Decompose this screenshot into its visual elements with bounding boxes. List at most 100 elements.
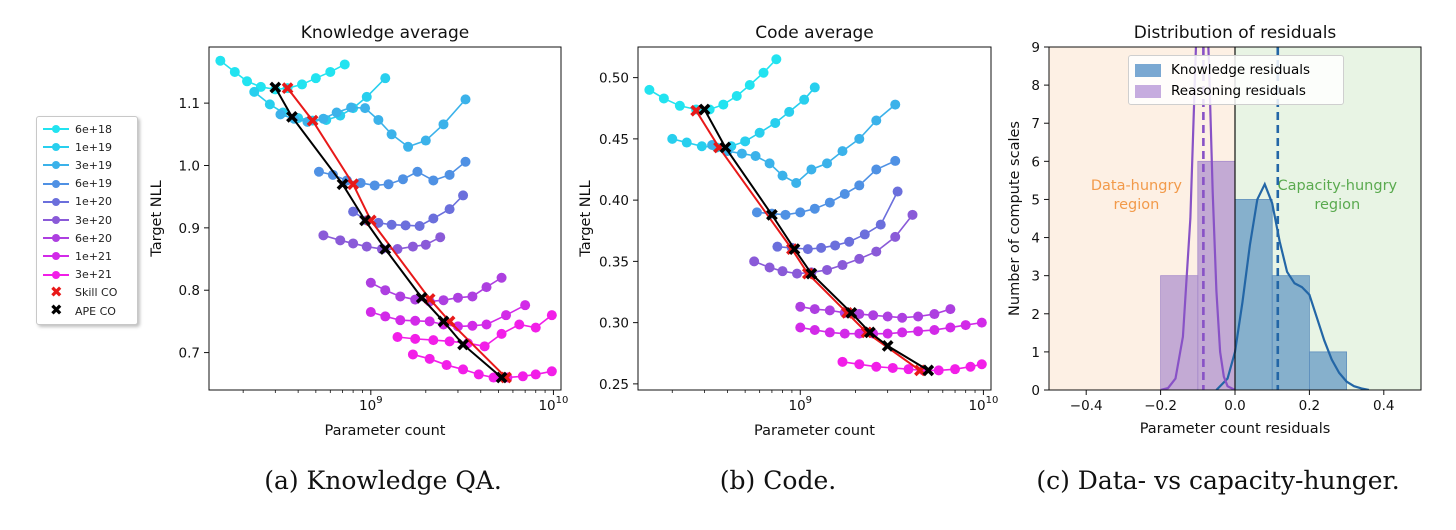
series-1e+19 [667, 82, 820, 153]
data-point [458, 190, 469, 201]
data-point [414, 220, 425, 231]
data-point [360, 103, 371, 114]
data-point [784, 106, 795, 117]
data-point [771, 54, 782, 65]
data-point [479, 341, 490, 352]
data-point [868, 310, 879, 321]
kde-curve [1215, 181, 1370, 390]
legend-item: 3e+20 [43, 212, 112, 228]
data-point [890, 231, 901, 242]
data-point [837, 260, 848, 271]
data-point [749, 256, 760, 267]
y-tick-label: 4 [1031, 231, 1040, 247]
series-6e+20 [795, 301, 956, 323]
data-point [892, 186, 903, 197]
data-point [822, 158, 833, 169]
data-point [297, 79, 308, 90]
data-point [945, 304, 956, 315]
series-6e+20 [365, 272, 507, 307]
data-point [460, 94, 471, 105]
legend-label: 6e+18 [75, 122, 112, 136]
legend-marker [43, 249, 69, 263]
data-point [824, 197, 835, 208]
y-tick-label: 5 [1031, 192, 1040, 208]
data-point [854, 359, 865, 370]
data-point [395, 315, 406, 326]
data-point [481, 319, 492, 330]
legend-label: 3e+21 [75, 268, 112, 282]
data-point [871, 361, 882, 372]
data-point [365, 307, 376, 318]
series-line [370, 277, 502, 303]
data-point [467, 291, 478, 302]
co-marker [457, 338, 469, 351]
series-line [219, 60, 346, 91]
legend-dot [52, 161, 60, 170]
data-point [397, 174, 408, 185]
data-point [407, 241, 418, 252]
co-marker [347, 178, 359, 191]
legend-marker: ✖ [43, 283, 69, 301]
ape-co-series [698, 103, 935, 377]
data-point [933, 365, 944, 376]
data-point [229, 66, 240, 77]
data-point [976, 317, 987, 328]
co-marker [269, 81, 282, 94]
legend-label-reasoning: Reasoning residuals [1171, 83, 1306, 99]
data-point [913, 326, 924, 337]
legend-marker [43, 177, 69, 191]
x-tick-label: 1010 [538, 395, 568, 414]
legend-label: 1e+20 [75, 195, 112, 209]
data-point [365, 277, 376, 288]
data-point [373, 114, 384, 125]
legend-item-reasoning-residuals: Reasoning residuals [1135, 81, 1306, 101]
legend-item-knowledge-residuals: Knowledge residuals [1135, 60, 1310, 80]
hist-0 [1234, 199, 1348, 391]
data-point [809, 82, 820, 93]
data-point [718, 99, 729, 110]
co-marker [281, 82, 294, 95]
x-axis-label: Parameter count residuals [1140, 421, 1331, 437]
data-point [772, 241, 783, 252]
legend-label: 6e+20 [75, 231, 112, 245]
data-point [318, 113, 329, 124]
co-marker [766, 208, 778, 221]
data-point [740, 136, 751, 147]
data-point [530, 322, 541, 333]
data-point [795, 301, 806, 312]
y-tick-label: 0 [1031, 383, 1040, 399]
data-point [890, 155, 901, 166]
data-point [467, 320, 478, 331]
y-tick-label: 0.8 [179, 283, 200, 299]
data-point [242, 76, 253, 87]
residuals-legend: Knowledge residuals Reasoning residuals [1128, 55, 1344, 105]
data-point [882, 311, 893, 322]
legend-marker [43, 213, 69, 227]
series-1e+21 [795, 317, 987, 339]
data-point [514, 319, 525, 330]
data-point [403, 141, 414, 152]
series-6e+18 [215, 55, 350, 95]
data-point [830, 240, 841, 251]
data-point [667, 133, 678, 144]
legend-dot [52, 234, 60, 243]
data-point [380, 311, 391, 322]
caption-c: (c) Data- vs capacity-hunger. [1036, 466, 1400, 495]
region-label-data-hungry: Data-hungry region [1091, 178, 1183, 213]
data-point [731, 91, 742, 101]
y-tick-label: 0.50 [599, 71, 629, 87]
x-tick-label: 1010 [968, 395, 998, 414]
data-point [546, 366, 557, 377]
data-point [965, 361, 976, 372]
legend-label: 3e+20 [75, 213, 112, 227]
data-point [913, 311, 924, 322]
co-marker [881, 340, 894, 352]
legend-item: ✖ APE CO [43, 301, 116, 319]
caption-b: (b) Code. [719, 466, 837, 495]
y-axis-label: Target NLL [578, 180, 594, 257]
data-point [681, 137, 692, 148]
data-point [327, 169, 338, 180]
caption-a: (a) Knowledge QA. [264, 466, 502, 495]
x-tick-label: 0.4 [1373, 398, 1394, 414]
data-point [792, 268, 803, 279]
